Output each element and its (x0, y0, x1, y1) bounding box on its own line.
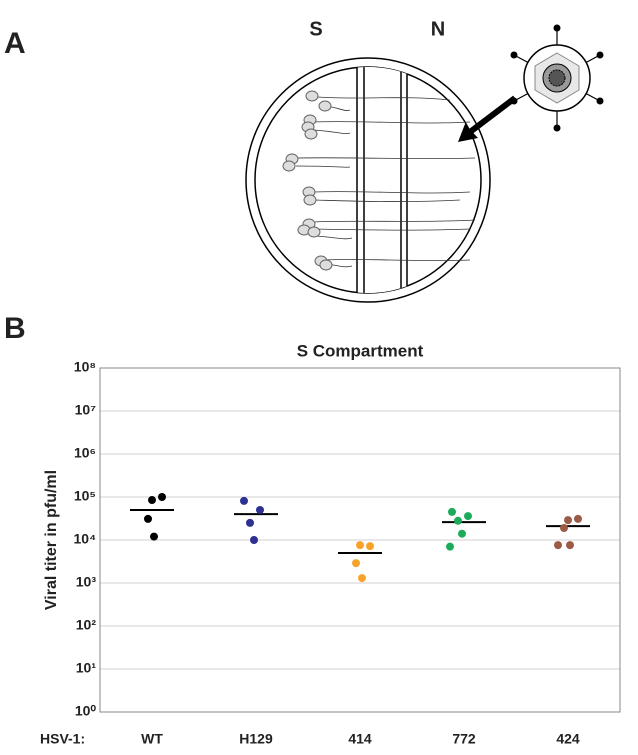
x-axis-label: HSV-1: (40, 731, 85, 747)
data-point (246, 518, 254, 527)
y-tick-label: 10⁷ (75, 402, 97, 418)
data-point (564, 516, 572, 525)
y-tick-label: 10⁵ (74, 488, 96, 504)
data-point (148, 496, 156, 505)
chamber-diagram (245, 57, 491, 303)
y-axis-label: Viral titer in pfu/ml (43, 470, 60, 610)
y-tick-label: 10⁰ (75, 703, 97, 719)
y-tick-label: 10² (76, 617, 97, 633)
x-tick-label: WT (141, 731, 163, 747)
panel-label: B (4, 312, 26, 345)
data-point (554, 541, 562, 550)
x-tick-label: 414 (348, 731, 372, 747)
arrow (458, 95, 517, 142)
plot-frame (99, 367, 621, 713)
data-point (256, 505, 264, 514)
data-point (446, 542, 454, 551)
y-tick-label: 10⁶ (74, 445, 96, 461)
data-point (566, 541, 574, 550)
chart-title: S Compartment (297, 341, 424, 360)
x-tick-label: H129 (239, 731, 273, 747)
data-point (458, 529, 466, 538)
data-point (448, 507, 456, 516)
data-point (250, 536, 258, 544)
data-point (358, 574, 366, 583)
y-tick-label: 10¹ (76, 660, 97, 676)
virus-icon (510, 24, 604, 132)
data-point (150, 532, 158, 541)
data-point (574, 514, 582, 523)
y-tick-label: 10⁴ (74, 531, 97, 547)
compartment-label: S (309, 18, 322, 40)
data-point (158, 493, 166, 501)
data-point (454, 516, 462, 525)
data-point (356, 541, 364, 550)
data-point (366, 542, 374, 551)
data-point (352, 559, 360, 568)
x-tick-label: 424 (556, 731, 580, 747)
x-tick-label: 772 (452, 731, 476, 747)
y-tick-label: 10³ (76, 574, 97, 590)
data-point (240, 496, 248, 505)
compartment-label: N (431, 18, 445, 40)
data-point (560, 524, 568, 533)
data-point (144, 514, 152, 523)
panel-label: A (4, 27, 26, 60)
data-point (464, 512, 472, 521)
y-tick-label: 10⁸ (74, 359, 96, 375)
